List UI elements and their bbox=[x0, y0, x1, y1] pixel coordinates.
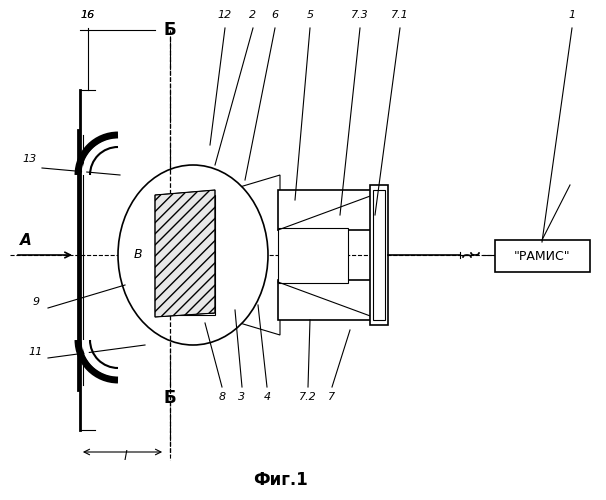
Bar bbox=[155, 195, 215, 315]
Bar bbox=[170, 215, 198, 295]
Text: 2: 2 bbox=[250, 10, 256, 20]
Bar bbox=[160, 290, 195, 312]
Text: "РАМИС": "РАМИС" bbox=[514, 250, 570, 262]
Ellipse shape bbox=[161, 201, 169, 209]
Bar bbox=[370, 185, 388, 325]
Bar bbox=[278, 280, 373, 320]
Text: 5: 5 bbox=[307, 10, 313, 20]
Bar bbox=[172, 217, 196, 293]
Text: 6: 6 bbox=[271, 10, 279, 20]
Bar bbox=[278, 190, 373, 230]
Text: 7.1: 7.1 bbox=[391, 10, 409, 20]
Text: 16: 16 bbox=[81, 10, 95, 20]
Polygon shape bbox=[155, 190, 215, 317]
Text: Фиг.1: Фиг.1 bbox=[253, 471, 307, 489]
Text: 12: 12 bbox=[218, 10, 232, 20]
Text: 16: 16 bbox=[81, 10, 95, 20]
Text: 7.3: 7.3 bbox=[351, 10, 369, 20]
Bar bbox=[157, 197, 213, 225]
Bar bbox=[155, 195, 170, 315]
Text: В: В bbox=[134, 248, 142, 262]
Text: 1: 1 bbox=[568, 10, 576, 20]
Text: 8: 8 bbox=[218, 392, 225, 402]
Bar bbox=[495, 240, 590, 272]
Text: 4: 4 bbox=[264, 392, 270, 402]
Text: Б: Б bbox=[164, 389, 176, 407]
Text: Б: Б bbox=[164, 21, 176, 39]
Ellipse shape bbox=[161, 306, 169, 314]
Ellipse shape bbox=[118, 165, 268, 345]
Text: l: l bbox=[123, 450, 127, 463]
Text: 7: 7 bbox=[328, 392, 336, 402]
Text: 13: 13 bbox=[23, 154, 37, 164]
Text: 7.2: 7.2 bbox=[299, 392, 317, 402]
Text: А: А bbox=[20, 233, 32, 248]
Text: 11: 11 bbox=[29, 347, 43, 357]
Bar bbox=[278, 228, 348, 283]
Bar bbox=[160, 200, 195, 222]
Bar bbox=[157, 285, 213, 313]
Text: 9: 9 bbox=[33, 297, 39, 307]
Text: 3: 3 bbox=[238, 392, 245, 402]
Bar bbox=[373, 190, 385, 320]
